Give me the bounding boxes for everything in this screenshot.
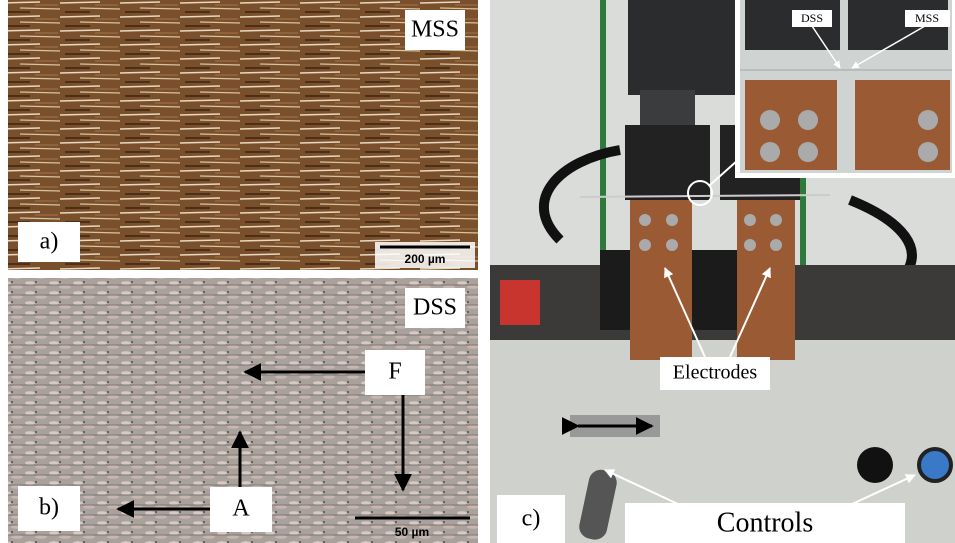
panel-label: c) (522, 506, 541, 532)
panel-label: a) (40, 229, 59, 255)
inset-label: MSS (915, 11, 939, 25)
scale-label: 200 µm (405, 252, 446, 266)
phase-label: A (232, 496, 250, 522)
material-label: DSS (413, 295, 457, 321)
callout-label: Controls (717, 507, 813, 538)
scale-label: 50 µm (395, 525, 429, 539)
callout-label: Electrodes (673, 362, 758, 384)
panel-label: b) (39, 495, 59, 521)
material-label: MSS (411, 17, 459, 43)
phase-label: F (388, 359, 401, 385)
figure: MSS a) 200 µm DSS F A b) 50 µm (0, 0, 955, 543)
inset-label: DSS (801, 11, 823, 25)
